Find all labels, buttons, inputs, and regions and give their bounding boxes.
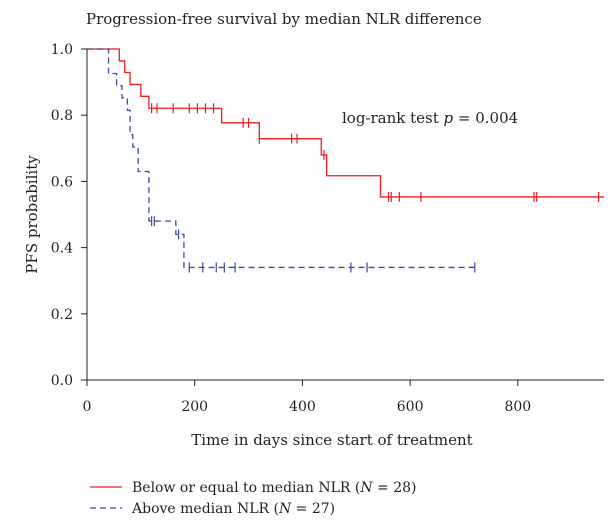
- legend-item-2: Above median NLR (N = 27): [90, 501, 335, 517]
- legend-label: Above median NLR (N = 27): [131, 501, 335, 517]
- legend: Below or equal to median NLR (N = 28) Abo…: [90, 480, 417, 517]
- annotation-p-symbol: p: [444, 109, 454, 127]
- series-line: [87, 48, 475, 269]
- chart-title: Progression-free survival by median NLR …: [86, 10, 482, 28]
- series-1: [87, 48, 604, 202]
- y-tick-label: 1.0: [51, 42, 73, 58]
- annotation-suffix: = 0.004: [453, 109, 518, 127]
- x-tick-label: 800: [504, 399, 531, 415]
- legend-item-1: Below or equal to median NLR (N = 28): [90, 480, 417, 496]
- y-tick-label: 0.0: [51, 373, 73, 389]
- x-tick-label: 0: [83, 399, 92, 415]
- x-axis-label: Time in days since start of treatment: [191, 431, 472, 449]
- series-line: [87, 48, 604, 198]
- x-tick-label: 600: [397, 399, 424, 415]
- x-tick-label: 200: [181, 399, 208, 415]
- y-tick-label: 0.2: [51, 307, 73, 323]
- legend-label: Below or equal to median NLR (N = 28): [132, 480, 417, 496]
- y-axis-label: PFS probability: [23, 155, 41, 274]
- annotation-prefix: log-rank test: [342, 109, 444, 127]
- axes: [86, 49, 604, 381]
- y-axis-ticks: 0.0 0.2 0.4 0.6 0.8 1.0: [51, 42, 87, 389]
- y-tick-label: 0.8: [51, 108, 73, 124]
- y-tick-label: 0.4: [51, 241, 73, 257]
- survival-curves: [87, 48, 604, 273]
- x-axis-ticks: 0 200 400 600 800: [83, 380, 531, 415]
- logrank-annotation: log-rank test p = 0.004: [342, 109, 518, 127]
- x-tick-label: 400: [289, 399, 316, 415]
- y-tick-label: 0.6: [51, 174, 73, 190]
- series-2: [87, 48, 476, 273]
